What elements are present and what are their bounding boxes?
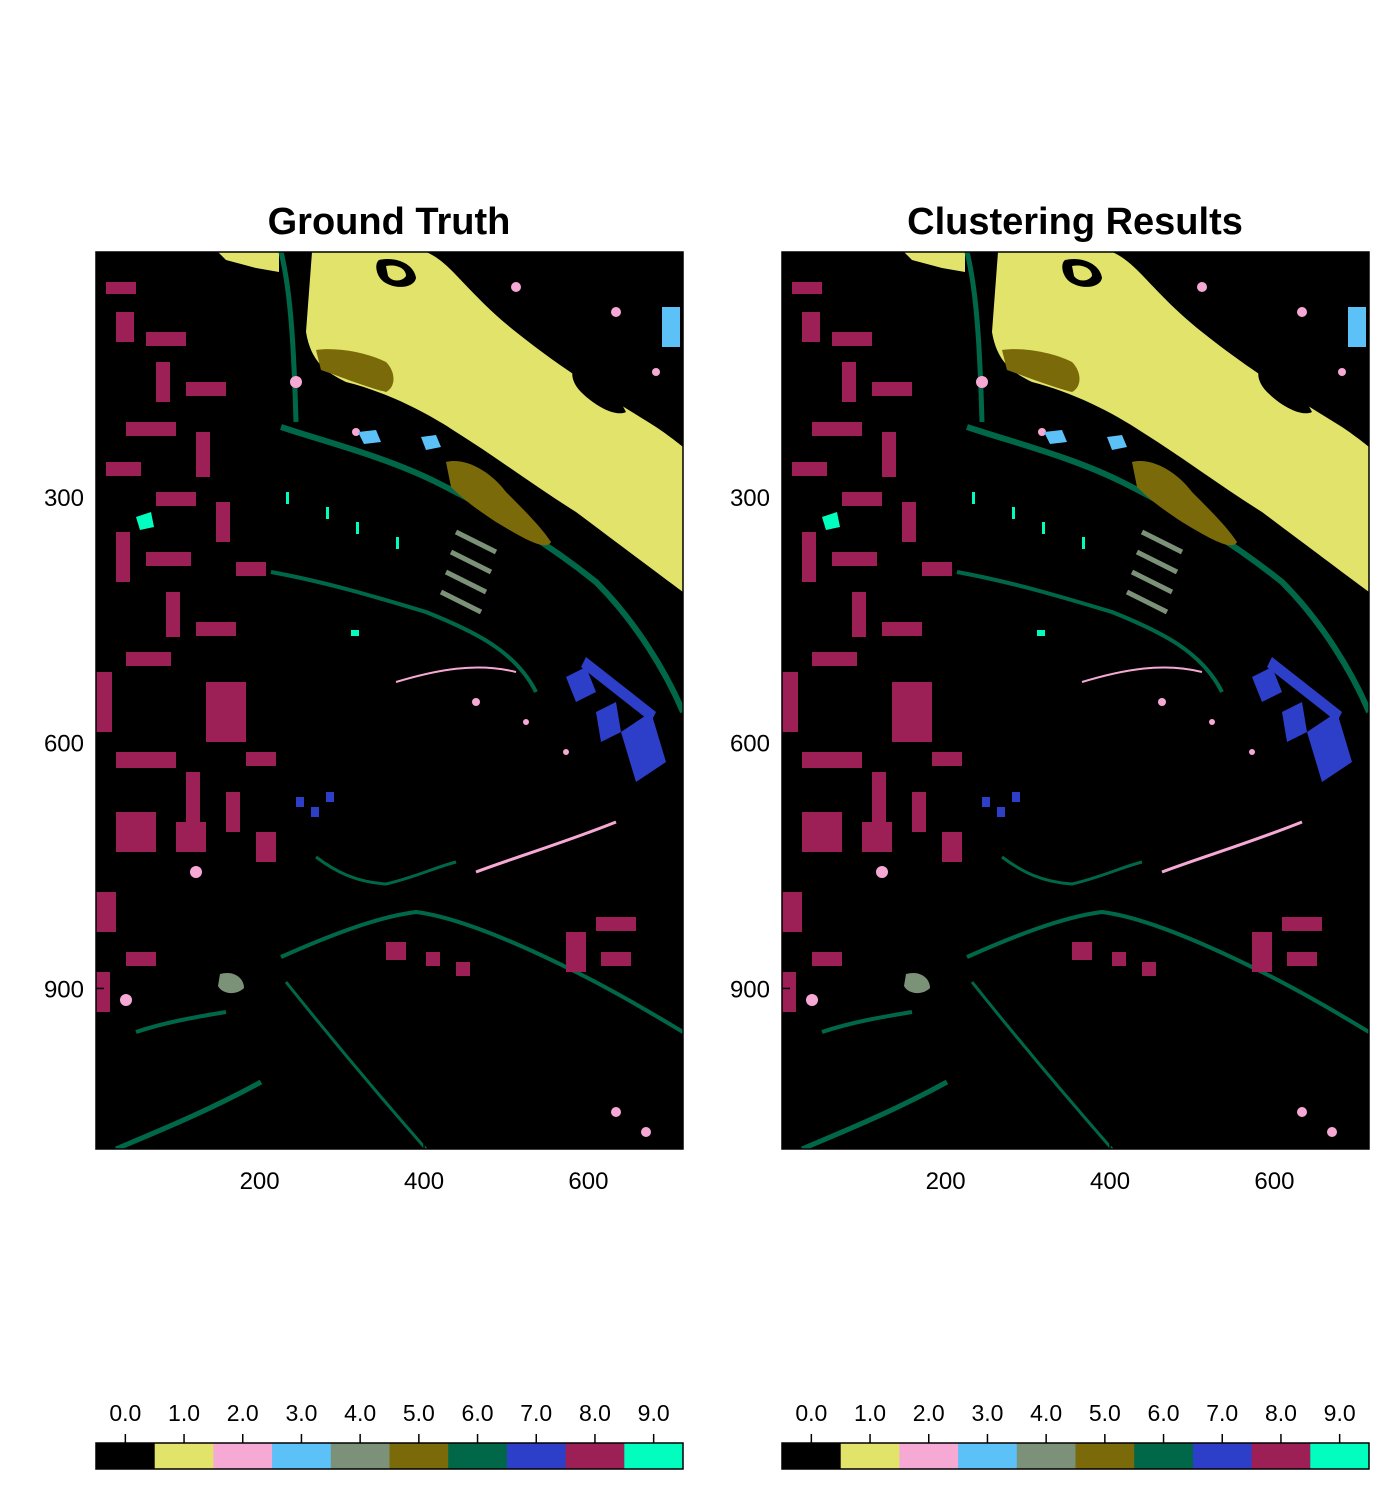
y-tick-label: 900	[44, 976, 84, 1003]
y-tick-label: 900	[730, 976, 770, 1003]
colorbar-swatch	[96, 1443, 156, 1469]
plot-frame	[781, 251, 1370, 1150]
colorbar-swatch	[506, 1443, 567, 1469]
axes: 200 400 600 300 600 900	[730, 485, 1295, 1195]
colorbar-tick-label: 2.0	[227, 1400, 259, 1426]
colorbar-tick-label: 8.0	[1265, 1400, 1297, 1426]
colorbar-tick-label: 9.0	[1324, 1400, 1356, 1426]
colorbar-tick-label: 3.0	[971, 1400, 1003, 1426]
colorbar-tick-label: 9.0	[638, 1400, 670, 1426]
panel-clustering-results: Clustering Results 200 400 600 300 600 900 0.…	[730, 201, 1370, 1470]
colorbar-swatch	[1192, 1443, 1253, 1469]
x-tick-label: 200	[926, 1168, 966, 1195]
colorbar-tick-label: 7.0	[1206, 1400, 1238, 1426]
colorbar-frame	[781, 1442, 1370, 1470]
x-tick-label: 200	[240, 1168, 280, 1195]
y-tick-label: 600	[730, 731, 770, 758]
x-tick-label: 400	[1090, 1168, 1130, 1195]
colorbar-tick-label: 6.0	[462, 1400, 494, 1426]
y-tick-label: 300	[44, 485, 84, 512]
heatmap-image	[96, 252, 683, 1149]
colorbar-swatch	[330, 1443, 390, 1469]
x-tick-label: 600	[1254, 1168, 1294, 1195]
colorbar-swatch	[840, 1443, 900, 1469]
colorbar-swatch	[565, 1443, 625, 1469]
panel-title: Clustering Results	[907, 201, 1243, 243]
colorbar-tick-label: 1.0	[168, 1400, 200, 1426]
colorbar-tick-label: 0.0	[795, 1400, 827, 1426]
colorbar-tick-label: 2.0	[913, 1400, 945, 1426]
colorbar-frame	[95, 1442, 684, 1470]
colorbar-swatch	[1134, 1443, 1194, 1469]
colorbar-swatch	[1310, 1443, 1370, 1469]
colorbar-swatch	[389, 1443, 449, 1469]
colorbar-swatch	[899, 1443, 959, 1469]
colorbar-swatch	[154, 1443, 214, 1469]
colorbar-swatch	[1016, 1443, 1076, 1469]
panel-ground-truth: Ground Truth 200 400 600 300 600 900 0.0 1.0 2.…	[44, 201, 684, 1470]
colorbar: 0.0 1.0 2.0 3.0 4.0 5.0 6.0 7.0 8.0 9.0	[95, 1400, 684, 1470]
colorbar-swatch	[1075, 1443, 1135, 1469]
colorbar-tick-label: 5.0	[403, 1400, 435, 1426]
colorbar-tick-label: 3.0	[285, 1400, 317, 1426]
plot-frame	[95, 251, 684, 1150]
colorbar-swatch	[1251, 1443, 1311, 1469]
x-tick-label: 600	[568, 1168, 608, 1195]
colorbar-tick-label: 4.0	[1030, 1400, 1062, 1426]
colorbar-swatch	[782, 1443, 842, 1469]
axes: 200 400 600 300 600 900	[44, 485, 609, 1195]
colorbar-swatch	[213, 1443, 273, 1469]
colorbar-swatch	[958, 1443, 1018, 1469]
colorbar-tick-label: 6.0	[1148, 1400, 1180, 1426]
colorbar-swatch	[448, 1443, 508, 1469]
y-tick-label: 300	[730, 485, 770, 512]
x-tick-label: 400	[404, 1168, 444, 1195]
colorbar-tick-label: 5.0	[1089, 1400, 1121, 1426]
colorbar-tick-label: 7.0	[520, 1400, 552, 1426]
colorbar-tick-label: 4.0	[344, 1400, 376, 1426]
colorbar-swatch	[624, 1443, 684, 1469]
colorbar-swatch	[272, 1443, 332, 1469]
panel-title: Ground Truth	[268, 201, 511, 243]
colorbar-tick-label: 1.0	[854, 1400, 886, 1426]
colorbar: 0.0 1.0 2.0 3.0 4.0 5.0 6.0 7.0 8.0 9.0	[781, 1400, 1370, 1470]
y-tick-label: 600	[44, 731, 84, 758]
colorbar-tick-label: 8.0	[579, 1400, 611, 1426]
heatmap-image	[782, 252, 1369, 1149]
colorbar-tick-label: 0.0	[109, 1400, 141, 1426]
